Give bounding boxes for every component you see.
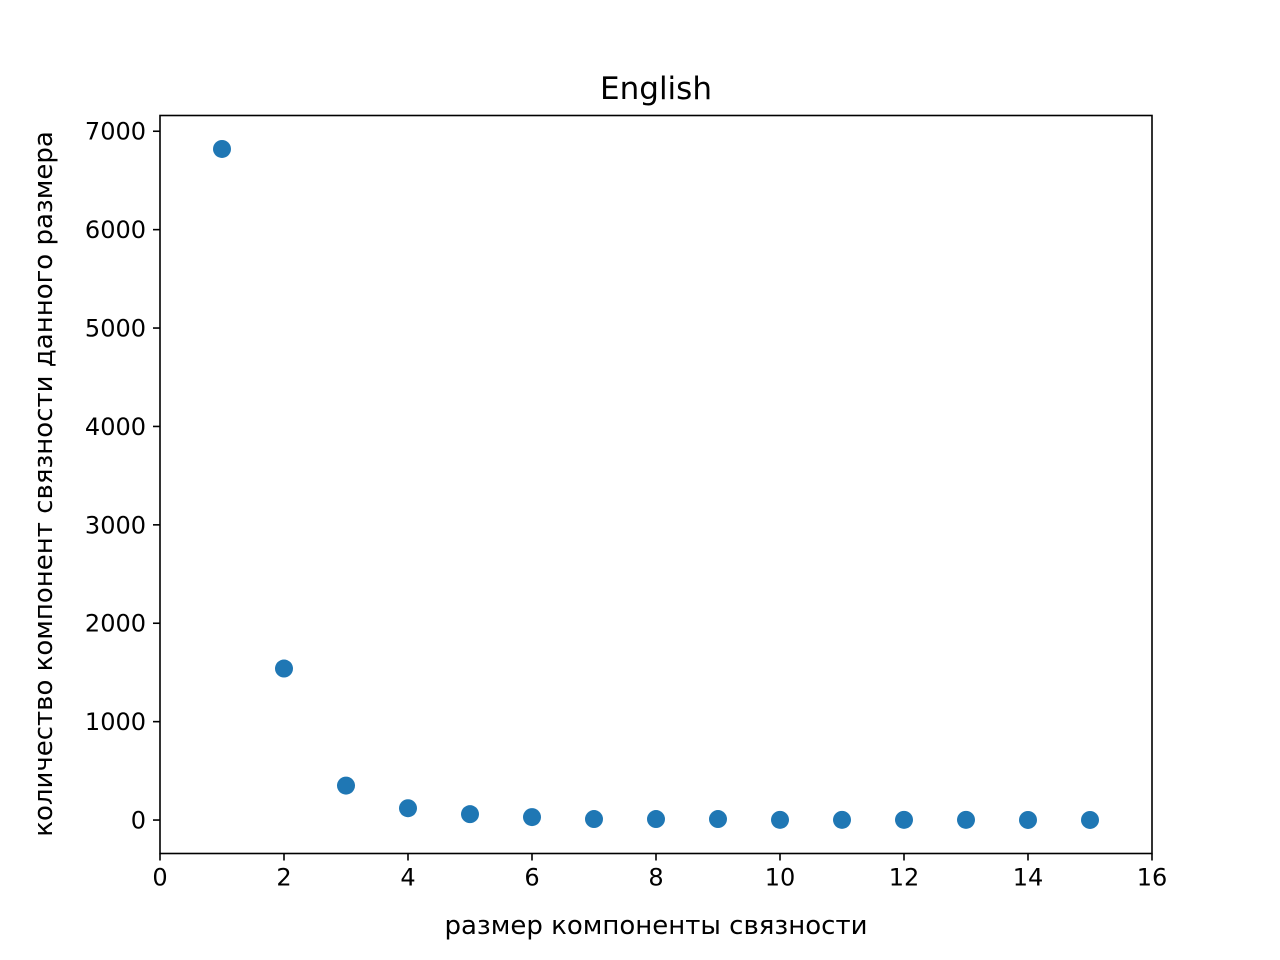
y-tick-label: 7000 — [85, 118, 146, 146]
data-point — [771, 810, 789, 829]
x-tick-label: 10 — [765, 864, 796, 892]
x-tick-label: 4 — [400, 864, 415, 892]
data-points — [213, 139, 1099, 829]
x-tick-label: 12 — [889, 864, 920, 892]
data-point — [957, 810, 975, 829]
y-axis-label: количество компонент связности данного р… — [29, 131, 59, 837]
y-tick-label: 4000 — [85, 413, 146, 441]
chart-title: English — [600, 71, 712, 107]
y-tick-label: 1000 — [85, 708, 146, 736]
data-point — [337, 776, 355, 795]
data-point — [461, 805, 479, 824]
data-point — [275, 659, 293, 678]
data-point — [213, 139, 231, 158]
data-point — [399, 799, 417, 818]
x-tick-label: 8 — [648, 864, 663, 892]
axis-ticks: 0 2 4 6 8 10 12 14 16 0 1000 2000 3000 4000 5000 6000 70… — [85, 118, 1167, 892]
data-point — [833, 810, 851, 829]
data-point — [523, 808, 541, 827]
x-tick-label: 2 — [276, 864, 291, 892]
plot-area-frame — [159, 114, 1153, 855]
y-tick-label: 5000 — [85, 315, 146, 343]
data-point — [1081, 810, 1099, 829]
x-tick-label: 6 — [524, 864, 539, 892]
y-tick-label: 0 — [131, 807, 146, 835]
x-axis-label: размер компоненты связности — [444, 911, 867, 941]
x-tick-label: 0 — [152, 864, 167, 892]
data-point — [895, 810, 913, 829]
data-point — [1019, 810, 1037, 829]
y-tick-label: 6000 — [85, 216, 146, 244]
y-tick-label: 3000 — [85, 511, 146, 539]
x-tick-label: 14 — [1013, 864, 1044, 892]
data-point — [647, 810, 665, 829]
x-tick-label: 16 — [1137, 864, 1168, 892]
data-point — [709, 810, 727, 829]
y-tick-label: 2000 — [85, 610, 146, 638]
data-point — [585, 810, 603, 829]
